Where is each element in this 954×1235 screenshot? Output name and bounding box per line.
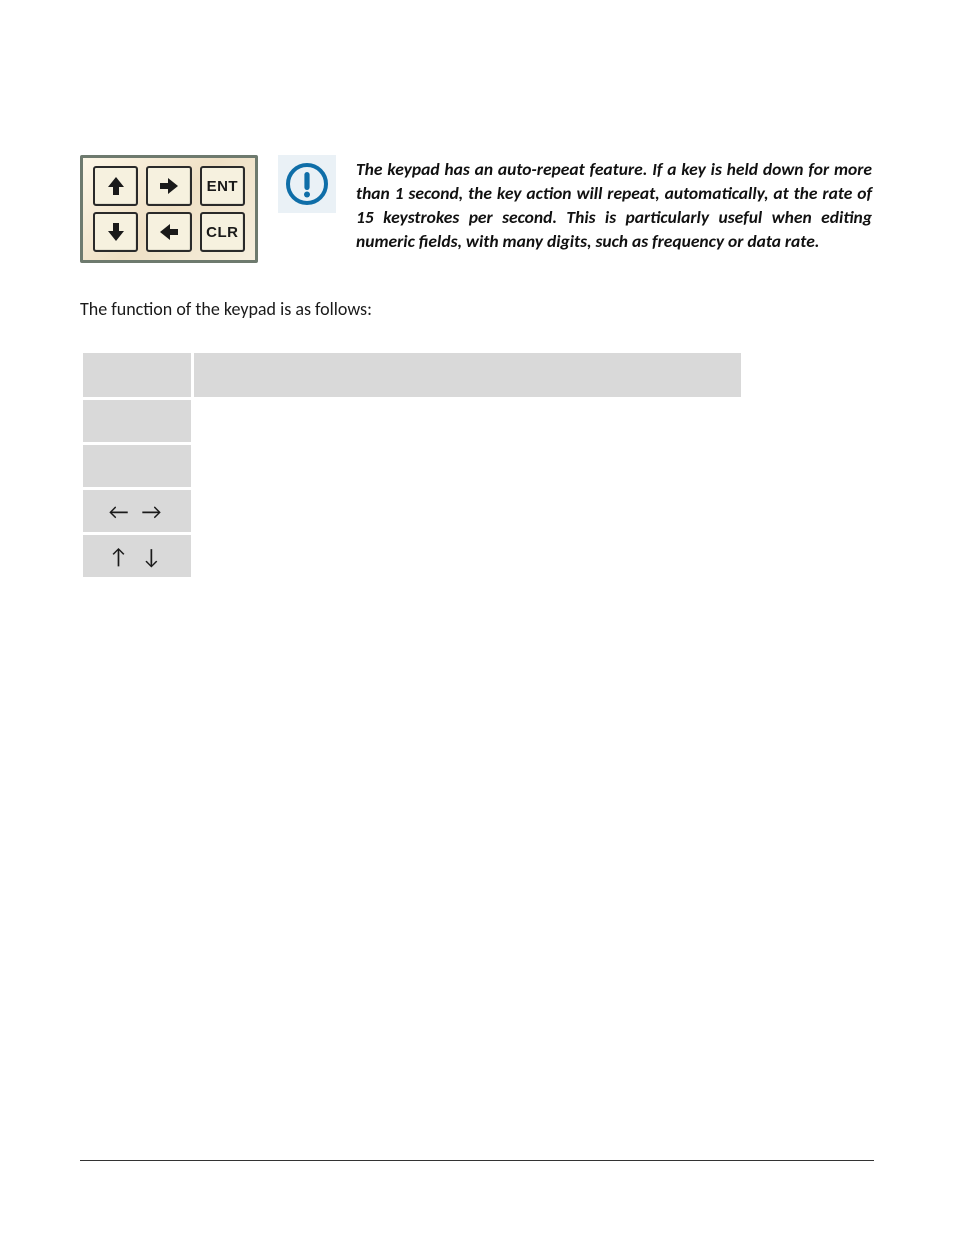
table-row [83, 445, 741, 487]
table-row: ↑ ↓ [83, 535, 741, 577]
left-right-arrow-icon: ← → [83, 490, 191, 532]
info-icon [278, 155, 336, 213]
table-row-key [83, 400, 191, 442]
table-header-key [83, 353, 191, 397]
table-header-function [194, 353, 741, 397]
table-row-function [194, 400, 741, 442]
header-block: ENT CLR The keypad has an auto-repeat fe… [80, 0, 874, 263]
table-row-function [194, 445, 741, 487]
keypad-illustration: ENT CLR [80, 155, 258, 263]
auto-repeat-note: The keypad has an auto-repeat feature. I… [356, 155, 874, 254]
arrow-up-icon [93, 166, 138, 206]
table-row [83, 400, 741, 442]
footer-divider [80, 1160, 874, 1161]
arrow-down-icon [93, 212, 138, 252]
table-row-function [194, 490, 741, 532]
intro-text: The function of the keypad is as follows… [80, 297, 874, 322]
table-row-function [194, 535, 741, 577]
table-row-key [83, 445, 191, 487]
arrow-left-icon [146, 212, 191, 252]
up-down-arrow-icon: ↑ ↓ [83, 535, 191, 577]
table-row: ← → [83, 490, 741, 532]
ent-key: ENT [200, 166, 245, 206]
page: ENT CLR The keypad has an auto-repeat fe… [0, 0, 954, 1235]
table-header-row [83, 353, 741, 397]
clr-key: CLR [200, 212, 245, 252]
arrow-right-icon [146, 166, 191, 206]
keypad-function-table: ← → ↑ ↓ [80, 350, 744, 580]
